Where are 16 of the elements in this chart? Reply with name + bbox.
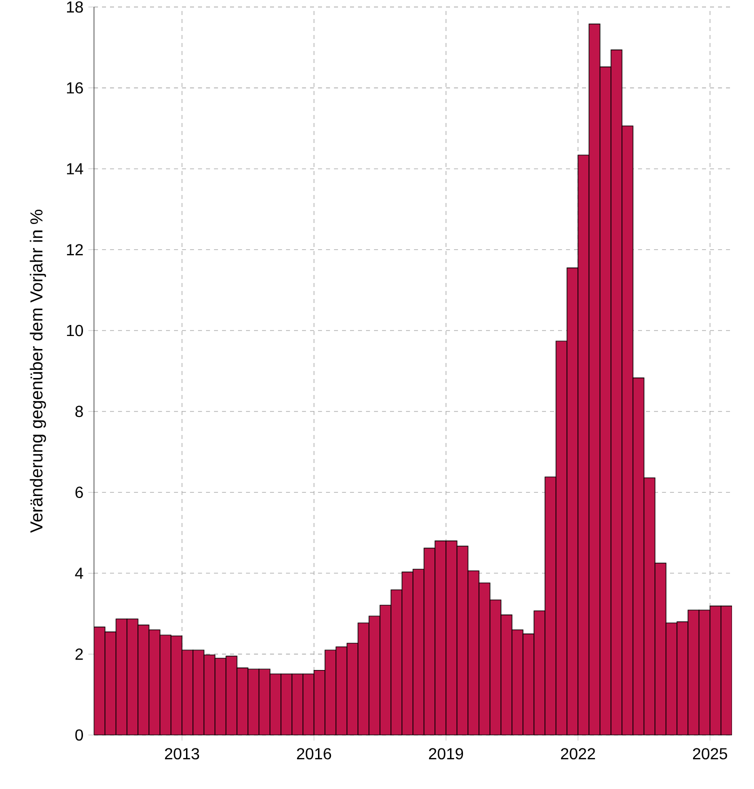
y-tick-label: 18 bbox=[67, 1, 83, 13]
y-tick-label: 14 bbox=[67, 163, 84, 174]
x-tick-label: 2016 bbox=[297, 748, 332, 760]
y-axis-title: Veränderung gegenüber dem Vorjahr in % bbox=[30, 210, 46, 533]
y-tick-label: 16 bbox=[67, 82, 83, 94]
y-tick-label: 6 bbox=[76, 486, 83, 498]
y-tick-label: 10 bbox=[67, 324, 83, 336]
y-tick-label: 2 bbox=[75, 648, 83, 660]
x-tick-label: 2025 bbox=[693, 748, 728, 760]
y-tick-label: 12 bbox=[67, 244, 83, 256]
x-tick-label: 2022 bbox=[561, 748, 595, 760]
y-tick-label: 4 bbox=[75, 568, 84, 579]
x-tick-label: 2019 bbox=[429, 748, 464, 760]
x-tick-label: 2013 bbox=[164, 748, 200, 760]
y-tick-label: 0 bbox=[75, 729, 83, 741]
y-tick-label: 8 bbox=[75, 406, 83, 418]
